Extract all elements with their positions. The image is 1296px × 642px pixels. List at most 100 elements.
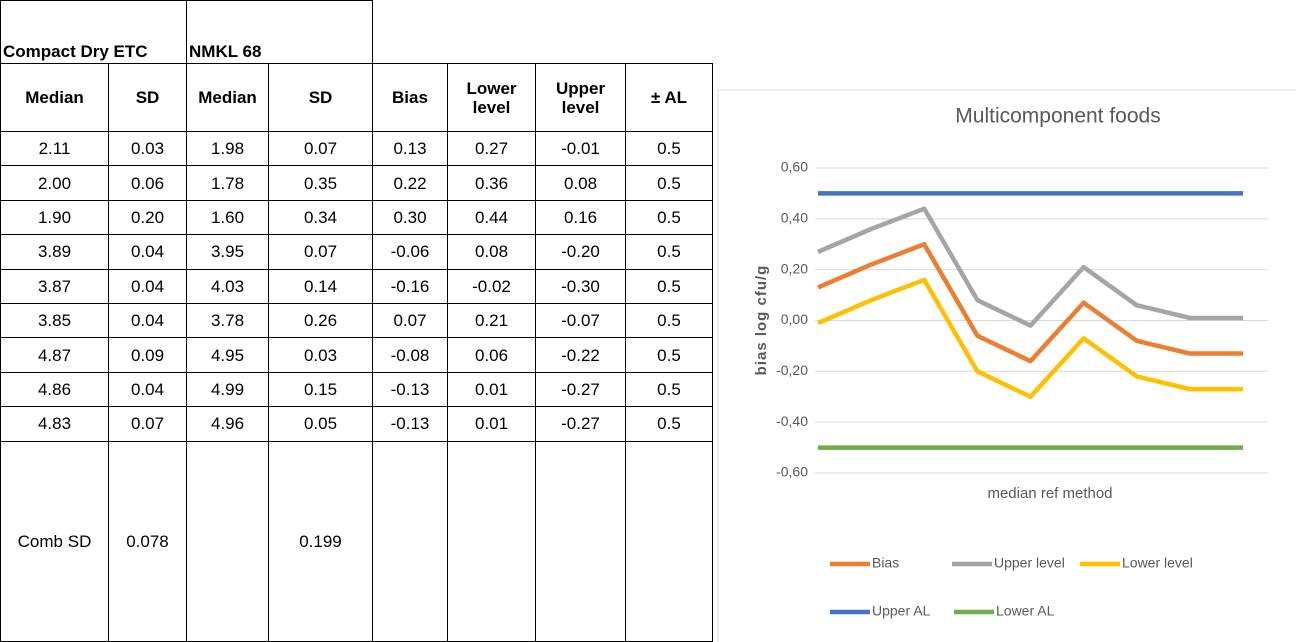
empty-cell xyxy=(372,440,448,642)
cell: 0.15 xyxy=(268,371,373,408)
cell: 2.11 xyxy=(0,130,109,167)
series-line xyxy=(817,206,1243,328)
cell: 0.01 xyxy=(447,406,536,442)
cell: 0.5 xyxy=(625,199,713,236)
cell: 2.00 xyxy=(0,165,109,201)
series-line xyxy=(817,242,1243,364)
cell: -0.16 xyxy=(372,268,448,304)
cell: 0.22 xyxy=(372,165,448,201)
x-axis-title: median ref method xyxy=(987,485,1112,502)
cell: -0.20 xyxy=(535,234,626,270)
cell: Median xyxy=(0,63,109,132)
cell: Bias xyxy=(372,63,448,132)
cell: 4.99 xyxy=(186,371,269,408)
cell: Median xyxy=(186,63,269,132)
cell: -0.22 xyxy=(535,337,626,373)
cell: -0.07 xyxy=(535,302,626,339)
cell: 1.60 xyxy=(186,199,269,236)
cell: 3.85 xyxy=(0,302,109,339)
cell: 0.03 xyxy=(268,337,373,373)
cell: 0.06 xyxy=(447,337,536,373)
series-line xyxy=(817,277,1243,399)
y-tick-label: 0,40 xyxy=(781,210,808,226)
y-tick-label: -0,20 xyxy=(776,362,808,378)
cell: 0.44 xyxy=(447,199,536,236)
cell: 3.89 xyxy=(0,234,109,270)
cell: -0.27 xyxy=(535,371,626,408)
cell: 4.83 xyxy=(0,406,109,442)
legend-label: Lower AL xyxy=(996,603,1055,619)
row: 4.87 0.09 4.95 0.03 -0.08 0.06 -0.22 0.5 xyxy=(0,337,713,373)
cell: 4.95 xyxy=(186,337,269,373)
empty-cell xyxy=(186,440,269,642)
row: 2.00 0.06 1.78 0.35 0.22 0.36 0.08 0.5 xyxy=(0,165,713,201)
cell: 0.16 xyxy=(535,199,626,236)
cell: 0.5 xyxy=(625,371,713,408)
cell: 0.08 xyxy=(447,234,536,270)
row: 4.86 0.04 4.99 0.15 -0.13 0.01 -0.27 0.5 xyxy=(0,371,713,408)
cell: 0.14 xyxy=(268,268,373,304)
empty-cell xyxy=(535,440,626,642)
empty-cell xyxy=(447,440,536,642)
row: 4.83 0.07 4.96 0.05 -0.13 0.01 -0.27 0.5 xyxy=(0,406,713,442)
y-tick-label: 0,20 xyxy=(781,260,808,276)
cell: 0.06 xyxy=(108,165,187,201)
legend-label: Upper level xyxy=(994,555,1065,571)
cell: 0.09 xyxy=(108,337,187,373)
legend-label: Upper AL xyxy=(872,603,931,619)
data-table: Compact Dry ETC NMKL 68 Median SD Median SD… xyxy=(0,0,713,642)
cell: 0.5 xyxy=(625,268,713,304)
cell: 0.21 xyxy=(447,302,536,339)
cell: 0.04 xyxy=(108,268,187,304)
cell: -0.08 xyxy=(372,337,448,373)
cell: 0.5 xyxy=(625,130,713,167)
cell: 0.04 xyxy=(108,371,187,408)
chart-frame xyxy=(717,89,1296,642)
cell: 0.05 xyxy=(268,406,373,442)
cell: 0.34 xyxy=(268,199,373,236)
cell: -0.13 xyxy=(372,406,448,442)
y-tick-label: 0,00 xyxy=(781,311,808,327)
cell: -0.02 xyxy=(447,268,536,304)
row: 3.89 0.04 3.95 0.07 -0.06 0.08 -0.20 0.5 xyxy=(0,234,713,270)
legend-label: Lower level xyxy=(1122,555,1193,571)
chart-title: Multicomponent foods xyxy=(955,105,1160,128)
cell: -0.27 xyxy=(535,406,626,442)
cell: SD xyxy=(268,63,373,132)
cell: 4.03 xyxy=(186,268,269,304)
cell: 1.98 xyxy=(186,130,269,167)
row: 3.87 0.04 4.03 0.14 -0.16 -0.02 -0.30 0.5 xyxy=(0,268,713,304)
cell: 3.78 xyxy=(186,302,269,339)
cell: ± AL xyxy=(625,63,713,132)
row: 2.11 0.03 1.98 0.07 0.13 0.27 -0.01 0.5 xyxy=(0,130,713,167)
cell: 3.95 xyxy=(186,234,269,270)
header-cell: Compact Dry ETC xyxy=(0,0,187,64)
cell: SD xyxy=(108,63,187,132)
y-tick-label: 0,60 xyxy=(781,159,808,175)
chart: Multicomponent foods bias log cfu/g medi… xyxy=(717,89,1296,642)
cell: 0.36 xyxy=(447,165,536,201)
cell: 0.5 xyxy=(625,406,713,442)
cell: 0.35 xyxy=(268,165,373,201)
cell: 4.86 xyxy=(0,371,109,408)
cell: 0.20 xyxy=(108,199,187,236)
cell: 0.30 xyxy=(372,199,448,236)
cell: 0.04 xyxy=(108,234,187,270)
cell: 0.5 xyxy=(625,337,713,373)
cell: 0.07 xyxy=(108,406,187,442)
row: 3.85 0.04 3.78 0.26 0.07 0.21 -0.07 0.5 xyxy=(0,302,713,339)
cell: 0.5 xyxy=(625,165,713,201)
cell: 0.03 xyxy=(108,130,187,167)
cell: 4.87 xyxy=(0,337,109,373)
cell: 0.01 xyxy=(447,371,536,408)
row: 1.90 0.20 1.60 0.34 0.30 0.44 0.16 0.5 xyxy=(0,199,713,236)
cell: 4.96 xyxy=(186,406,269,442)
cell: 0.5 xyxy=(625,234,713,270)
y-tick-label: -0,40 xyxy=(776,413,808,429)
cell: 1.78 xyxy=(186,165,269,201)
cell: -0.30 xyxy=(535,268,626,304)
cell: 3.87 xyxy=(0,268,109,304)
cell: -0.06 xyxy=(372,234,448,270)
cell: 0.13 xyxy=(372,130,448,167)
